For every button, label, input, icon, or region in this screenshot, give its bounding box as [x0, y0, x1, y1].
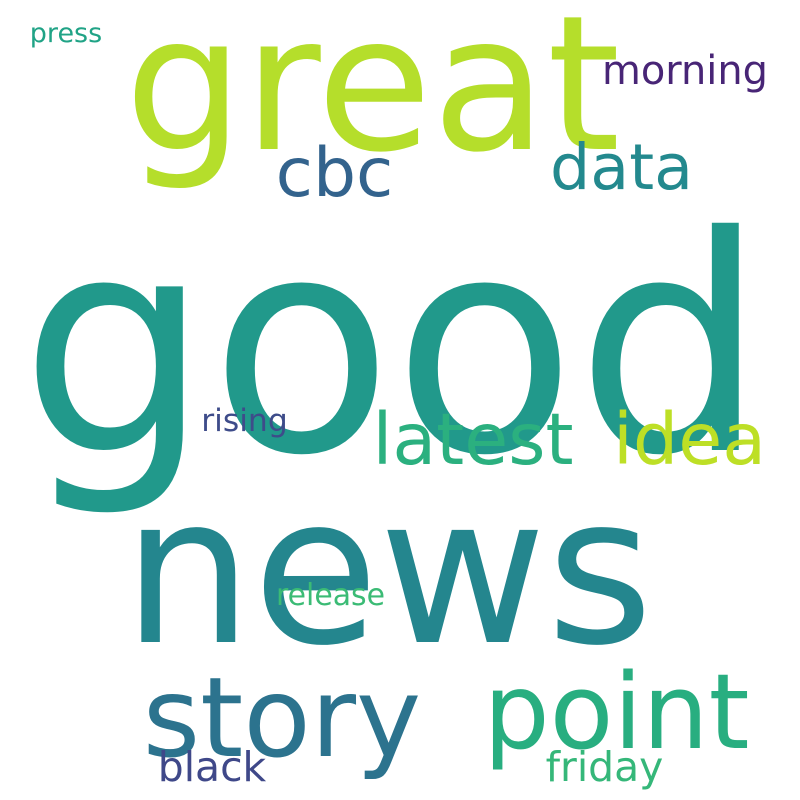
word-press: press: [29, 18, 103, 49]
word-story: story: [142, 654, 422, 782]
word-great: great: [124, 0, 621, 194]
word-friday: friday: [545, 742, 664, 791]
word-latest: latest: [372, 398, 574, 481]
word-good: good: [20, 171, 766, 521]
word-data: data: [550, 130, 693, 204]
word-news: news: [122, 452, 654, 691]
word-cbc: cbc: [275, 133, 394, 213]
word-release: release: [275, 578, 386, 613]
word-black: black: [157, 742, 267, 791]
word-rising: rising: [201, 403, 288, 439]
word-morning: morning: [602, 48, 768, 94]
word-point: point: [483, 650, 750, 773]
word-idea: idea: [612, 398, 767, 481]
